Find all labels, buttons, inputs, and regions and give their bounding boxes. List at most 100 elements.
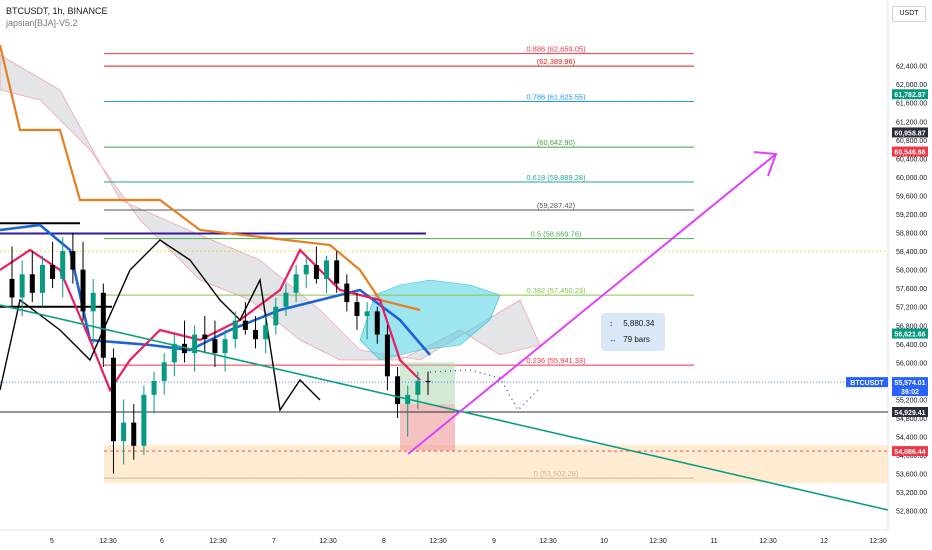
price-tag-bg <box>892 89 928 100</box>
candle-body <box>110 357 116 442</box>
fib-level-label: (60,642.90) <box>537 138 576 147</box>
fib-level-label: 0.786 (61,625.55) <box>526 93 586 102</box>
y-tick-label: 52,800.00 <box>896 509 927 516</box>
price-tag-bg <box>892 377 928 388</box>
candle-body <box>263 325 269 340</box>
candle-body <box>313 265 319 279</box>
candle-body <box>425 380 431 383</box>
y-tick-label: 54,400.00 <box>896 435 927 442</box>
candle-body <box>50 265 56 279</box>
candle-body <box>181 343 187 354</box>
x-tick-label: 7 <box>272 538 276 545</box>
price-tag-bg <box>892 127 928 138</box>
y-tick-label: 53,200.00 <box>896 490 927 497</box>
x-tick-label: 12:30 <box>209 538 227 545</box>
currency-button[interactable]: USDT <box>892 6 926 22</box>
y-tick-label: 58,000.00 <box>896 268 927 275</box>
candle-body <box>131 422 137 446</box>
y-tick-label: 61,200.00 <box>896 119 927 126</box>
fib-level-label: 0.382 (57,450.23) <box>526 286 586 295</box>
price-tag-bg <box>892 446 928 457</box>
candle-body <box>253 329 259 340</box>
price-tag-label: 54,929.41 <box>894 410 925 417</box>
candle-body <box>273 306 279 326</box>
candle-body <box>303 265 309 275</box>
x-tick-label: 12:30 <box>649 538 667 545</box>
price-tag-bg <box>846 377 888 388</box>
y-tick-label: 56,000.00 <box>896 360 927 367</box>
candle-body <box>202 334 208 340</box>
price-tag-label: 61,782.87 <box>894 92 925 99</box>
candle-body <box>374 311 380 335</box>
price-tag-bg <box>892 328 928 339</box>
price-tag-label: 60,958.87 <box>894 130 925 137</box>
candle-body <box>29 274 35 293</box>
x-tick-label: 12 <box>820 538 828 545</box>
fib-level-label: (62,389.96) <box>537 57 576 66</box>
candle-body <box>141 394 147 446</box>
ichimoku-cloud-bullish <box>359 279 501 361</box>
y-tick-label: 59,600.00 <box>896 193 927 200</box>
y-tick-label: 62,000.00 <box>896 82 927 89</box>
candle-body <box>354 302 360 316</box>
y-tick-label: 54,000.00 <box>896 453 927 460</box>
fib-level-label: 0.236 (55,941.33) <box>526 356 586 365</box>
indicator-title: japsian[BJA]-V5.2 <box>6 18 78 28</box>
candle-body <box>364 311 370 316</box>
price-tag-label: 56,621.66 <box>894 332 925 339</box>
measure-price-delta: 5,880.34 <box>623 319 655 328</box>
price-tag-bg <box>892 407 928 418</box>
price-tag-label: 36:02 <box>901 389 919 396</box>
candle-body <box>100 292 106 358</box>
y-tick-label: 56,400.00 <box>896 342 927 349</box>
y-tick-label: 55,200.00 <box>896 397 927 404</box>
candle-body <box>293 274 299 293</box>
candle-body <box>334 260 340 284</box>
candle-body <box>192 334 198 354</box>
candle-body <box>384 334 390 377</box>
measure-bars: 79 bars <box>623 335 650 344</box>
price-tag-bg <box>892 386 928 397</box>
price-tag-label: 54,086.44 <box>894 449 925 456</box>
x-tick-label: 12:30 <box>99 538 117 545</box>
price-range-icon: ↕ <box>609 319 613 328</box>
x-tick-label: 8 <box>382 538 386 545</box>
y-tick-label: 57,600.00 <box>896 286 927 293</box>
candle-body <box>242 320 248 330</box>
y-tick-label: 62,400.00 <box>896 64 927 71</box>
conversion-line <box>0 223 431 356</box>
candle-body <box>9 278 15 298</box>
x-tick-label: 12:30 <box>869 538 887 545</box>
fib-level-label: 0.886 (62,659.05) <box>526 45 586 54</box>
measure-tooltip: ↕ 5,880.34 ↔ 79 bars <box>601 313 665 351</box>
candle-body <box>344 283 350 303</box>
x-tick-label: 5 <box>50 538 54 545</box>
y-tick-label: 58,400.00 <box>896 249 927 256</box>
x-tick-label: 12:30 <box>759 538 777 545</box>
candle-body <box>70 251 76 270</box>
price-tag-label: 60,546.66 <box>894 150 925 157</box>
fib-level-label: 0.618 (59,889.28) <box>526 173 586 182</box>
candle-body <box>161 362 167 381</box>
candle-body <box>212 339 218 354</box>
candle-body <box>151 380 157 395</box>
candle-body <box>121 422 127 442</box>
y-tick-label: 57,200.00 <box>896 305 927 312</box>
price-tag-label: 55,574.01 <box>894 380 925 387</box>
y-tick-label: 60,800.00 <box>896 138 927 145</box>
x-tick-label: 6 <box>160 538 164 545</box>
symbol-title: BTCUSDT, 1h, BINANCE <box>6 6 108 16</box>
candle-body <box>232 320 238 340</box>
long-stop-zone <box>400 404 455 451</box>
x-tick-label: 12:30 <box>429 538 447 545</box>
ichimoku-cloud <box>0 54 541 361</box>
candle-body <box>283 292 289 307</box>
y-tick-label: 59,200.00 <box>896 212 927 219</box>
price-tag-label: BTCUSDT <box>850 380 884 387</box>
projection-arrow <box>407 153 777 455</box>
trend-line <box>0 304 889 511</box>
candle-body <box>60 251 66 279</box>
candle-body <box>90 292 96 312</box>
